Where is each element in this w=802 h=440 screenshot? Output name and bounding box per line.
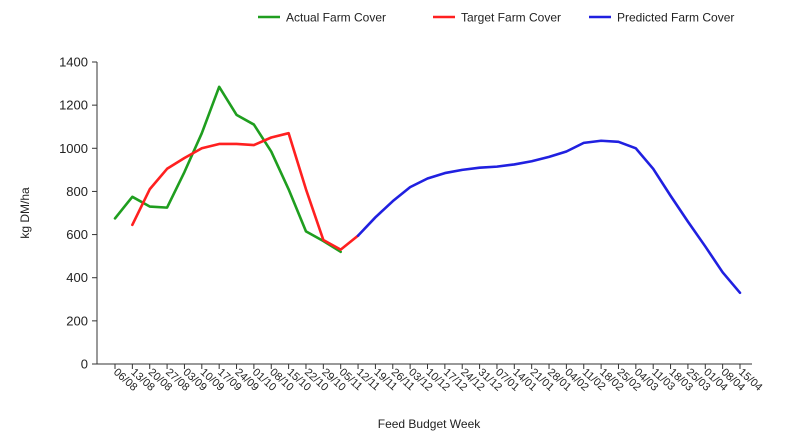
y-tick-label: 800 bbox=[66, 184, 88, 199]
x-axis-ticks: 06/0813/0820/0827/0803/0910/0917/0924/09… bbox=[111, 364, 764, 394]
y-tick-label: 400 bbox=[66, 270, 88, 285]
series-lines bbox=[113, 85, 742, 295]
y-tick-label: 0 bbox=[81, 357, 88, 372]
series-line-predicted-farm-cover bbox=[356, 139, 742, 295]
legend-label: Predicted Farm Cover bbox=[617, 11, 734, 25]
y-tick-label: 600 bbox=[66, 227, 88, 242]
y-tick-label: 1000 bbox=[59, 141, 88, 156]
x-axis-title: Feed Budget Week bbox=[378, 417, 482, 431]
y-tick-label: 1200 bbox=[59, 98, 88, 113]
y-tick-label: 200 bbox=[66, 313, 88, 328]
y-tick-label: 1400 bbox=[59, 55, 88, 70]
legend-label: Target Farm Cover bbox=[461, 11, 561, 25]
y-axis-title: kg DM/ha bbox=[18, 187, 32, 239]
axes bbox=[96, 62, 752, 365]
legend: Actual Farm Cover Target Farm Cover Predic… bbox=[258, 11, 734, 25]
series-line-actual-farm-cover bbox=[113, 85, 342, 254]
legend-label: Actual Farm Cover bbox=[286, 11, 386, 25]
series-line-target-farm-cover bbox=[131, 131, 360, 251]
y-axis-ticks: 0 200 400 600 800 1000 1200 1400 bbox=[59, 55, 97, 372]
